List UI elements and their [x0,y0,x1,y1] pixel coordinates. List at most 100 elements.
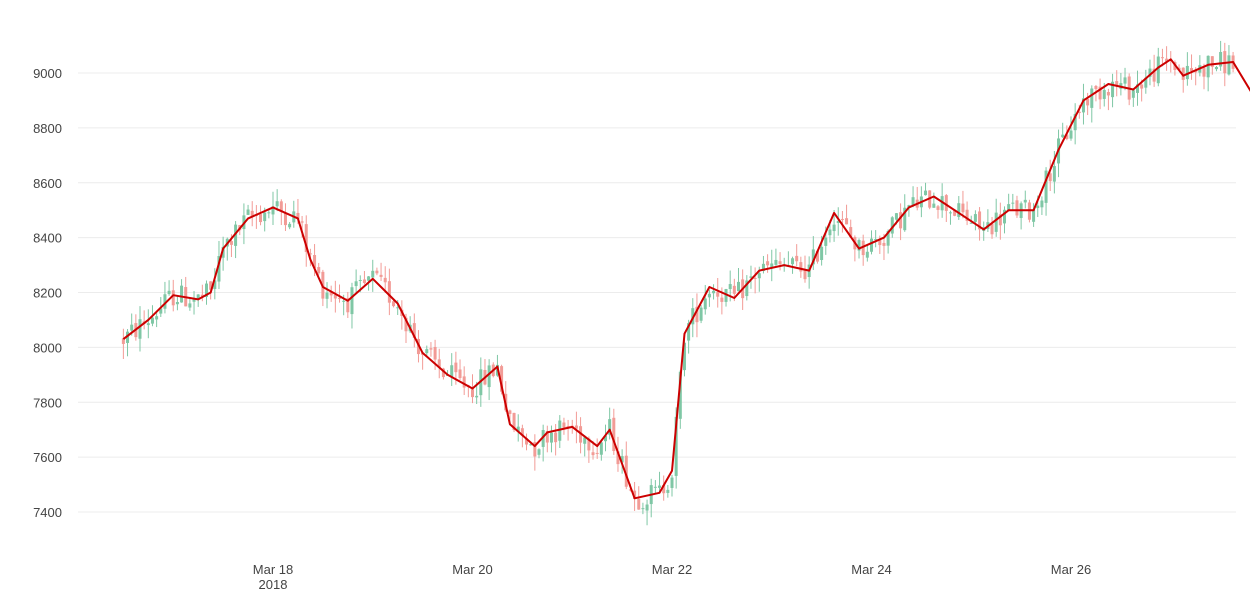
candle-body [387,281,391,303]
y-tick-label: 8600 [33,176,62,191]
candle-body [749,276,753,278]
candle-body [263,212,267,222]
candle-body [845,218,849,225]
y-tick-label: 7800 [33,395,62,410]
candle-body [658,485,662,488]
candle-body [554,432,558,443]
candle-body [583,437,587,444]
candle-body [1094,85,1098,90]
candle-body [1102,89,1106,99]
candle-body [562,422,566,428]
candle-body [1011,202,1015,204]
candle-body [911,197,915,206]
candle-body [437,359,441,368]
candle-body [1214,67,1218,70]
candle-body [1007,204,1011,211]
candle-body [205,283,208,297]
candle-body [549,432,553,443]
candle-body [375,270,379,274]
candle-body [824,237,828,246]
candle-body [379,274,383,277]
candle-body [633,490,637,500]
candle-body [412,323,416,338]
candle-body [574,425,578,429]
candle-body [595,452,599,454]
y-tick-label: 8200 [33,286,62,301]
candle-body [159,308,163,314]
candle-body [1090,88,1094,108]
candle-body [217,256,221,282]
candle-body [687,323,691,341]
candle-body [882,242,886,246]
candle-body [358,279,362,281]
candle-body [870,238,873,252]
candle-body [155,316,159,320]
candle-body [1219,51,1223,67]
candle-body [529,444,533,446]
candle-body [637,498,641,510]
candle-body [246,209,250,215]
candle-body [1111,81,1115,98]
candle-body [699,307,703,321]
candle-body [279,201,283,212]
candle-body [396,307,400,309]
candle-body [516,426,520,432]
candle-body [325,292,329,299]
candle-body [948,212,952,214]
candle-body [487,365,491,388]
x-tick-label: Mar 20 [452,562,492,577]
candle-body [811,249,815,265]
candle-body [200,294,204,297]
candle-body [1065,134,1069,139]
candle-body [969,222,973,224]
candle-body [462,376,466,388]
candle-body [724,289,728,302]
candle-body [537,449,541,455]
candle-body [591,452,595,456]
candle-body [994,212,998,232]
y-tick-label: 8800 [33,121,62,136]
candle-body [599,442,603,455]
candle-body [707,293,711,298]
candle-body [728,284,732,290]
candle-body [857,240,861,251]
candle-body [778,261,782,264]
candle-body [433,347,437,360]
candle-body [346,298,350,313]
candle-body [1181,67,1185,80]
candle-body [1202,67,1206,77]
candle-body [861,240,865,256]
candle-body [670,477,674,488]
y-tick-label: 8000 [33,340,62,355]
candle-body [1044,170,1048,203]
candle-body [849,227,853,238]
candle-body [745,280,749,297]
candle-body [1136,84,1139,93]
candle-body [973,214,977,222]
candle-body [545,431,549,443]
candle-body [150,317,154,324]
candle-body [300,221,304,223]
candle-body [940,196,944,211]
candle-body [1106,92,1110,96]
candle-body [1115,81,1119,87]
candle-body [641,508,645,510]
candle-body [296,212,300,220]
candle-body [587,438,591,451]
candle-body [508,410,512,414]
candle-body [1210,56,1214,67]
candle-body [234,224,238,246]
y-tick-label: 7600 [33,450,62,465]
candle-body [720,297,724,302]
candle-body [475,395,479,398]
y-tick-label: 8400 [33,231,62,246]
candle-body [1036,205,1040,209]
candle-body [766,261,770,266]
candle-body [678,371,682,419]
candle-body [865,251,869,258]
candle-body [978,211,982,230]
candle-body [944,195,948,211]
candle-body [1086,98,1090,106]
candle-body [815,250,819,262]
